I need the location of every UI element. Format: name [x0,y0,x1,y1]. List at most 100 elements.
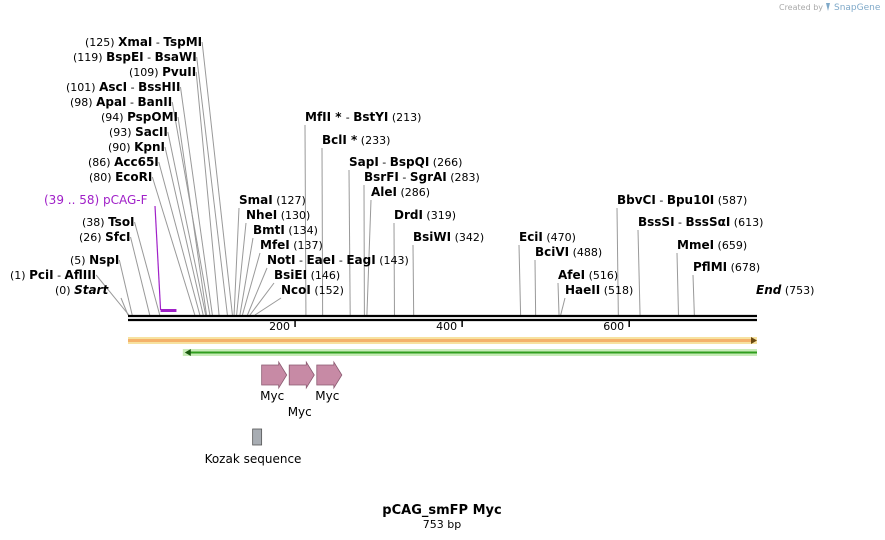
site-label: (86) Acc65I [88,155,159,169]
enzyme-name: - [152,36,163,49]
enzyme-name: PvuII [162,65,196,79]
site-position: (516) [585,269,618,282]
site-position: (266) [429,156,462,169]
enzyme-name: AscI [99,80,127,94]
site-label: SmaI (127) [239,193,306,207]
site-text: (125) XmaI - TspMI [85,35,202,49]
site-label: PflMI (678) [693,260,760,274]
site-label: SapI - BspQI (266) [349,155,462,169]
site-label: AfeI (516) [558,268,618,282]
site-connector-line [167,131,207,316]
site-label: (98) ApaI - BanII [70,95,172,109]
enzyme-name: BsaWI [155,50,197,64]
site-text: AfeI (516) [558,268,618,282]
snapgene-brand: SnapGene [834,3,881,13]
site-label: (1) PciI - AflIII [10,268,96,282]
enzyme-name: SapI [349,155,379,169]
site-text: (86) Acc65I [88,155,159,169]
site-connectors [95,41,695,316]
site-label: MfeI (137) [260,238,323,252]
site-label: BciVI (488) [535,245,602,259]
site-position: (90) [108,141,134,154]
enzyme-name: BstYI [353,110,388,124]
myc-label: Myc [315,389,339,403]
myc-arrow-icon [288,360,315,390]
site-connector-line [518,244,522,316]
enzyme-name: - [656,194,667,207]
site-position: (0) [55,284,74,297]
site-position: (80) [89,171,115,184]
site-label: (93) SacII [109,125,168,139]
site-text: BbvCI - Bpu10I (587) [617,193,747,207]
site-position: (125) [85,36,118,49]
enzyme-name: MfII [305,110,331,124]
site-text: BciVI (488) [535,245,602,259]
site-text: (119) BspEI - BsaWI [73,50,197,64]
enzyme-name: EaeI [306,253,335,267]
enzyme-name: BmtI [253,223,285,237]
sequence-backbone [128,314,757,322]
enzyme-name: PflMI [693,260,727,274]
enzyme-name: * [331,110,346,124]
site-label: AleI (286) [371,185,430,199]
site-connector-line [201,41,233,316]
enzyme-name: ApaI [96,95,126,109]
site-label: NheI (130) [246,208,310,222]
site-connector-line [412,244,415,316]
map-title: pCAG_smFP Myc [382,503,501,518]
enzyme-name: TspMI [163,35,202,49]
site-text: DrdI (319) [394,208,456,222]
site-text: BsrFI - SgrAI (283) [364,170,480,184]
enzyme-name: MmeI [677,238,714,252]
site-connector-line [557,282,560,316]
site-position: (319) [423,209,456,222]
enzyme-name: XmaI [118,35,152,49]
end-name: End [756,283,782,297]
site-connector-line [692,274,695,316]
site-connector-line [130,236,151,316]
site-connector-line [254,297,282,316]
site-labels: (125) XmaI - TspMI(119) BspEI - BsaWI (10… [10,35,814,297]
site-label: (80) EcoRI [89,170,152,184]
site-position: (659) [714,239,747,252]
site-text: BmtI (134) [253,223,318,237]
site-label: BsrFI - SgrAI (283) [364,170,480,184]
site-position: (518) [600,284,633,297]
site-text: (101) AscI - BssHII [66,80,180,94]
myc-arrow-icon [316,360,343,390]
site-connector-line [236,222,247,316]
site-connector-line [249,282,275,316]
myc-feature: Myc [315,360,343,403]
site-position: (98) [70,96,96,109]
site-text: NheI (130) [246,208,310,222]
site-label: BsiEI (146) [274,268,340,282]
enzyme-name: - [144,51,155,64]
site-connector-line [151,176,196,316]
ruler-tick-label: 600 [603,320,624,333]
site-label: BssSI - BssSαI (613) [638,215,763,229]
primer-name: pCAG-F [103,193,148,207]
start-label: (0) Start [55,283,109,297]
site-connector-line [321,147,324,316]
site-text: (98) ApaI - BanII [70,95,172,109]
site-text: (38) TsoI [82,215,135,229]
created-by-text: Created by [779,3,823,12]
site-text: EciI (470) [519,230,576,244]
enzyme-name: BsiWI [413,230,451,244]
site-connector-line [233,207,240,316]
enzyme-name: PspOMI [127,110,178,124]
site-text: (5) NspI [70,253,119,267]
enzyme-name: AflIII [65,268,97,282]
site-connector-line [95,274,130,316]
site-text: MfII * - BstYI (213) [305,110,421,124]
site-connector-line [118,259,133,316]
site-connector-line [560,297,566,316]
primer-position: (39 .. 58) [44,193,103,207]
site-connector-line [134,221,161,316]
site-connector-line [616,207,619,316]
site-label: (90) KpnI [108,140,165,154]
site-position: (753) [781,284,814,297]
site-position: (488) [569,246,602,259]
site-text: (94) PspOMI [101,110,178,124]
